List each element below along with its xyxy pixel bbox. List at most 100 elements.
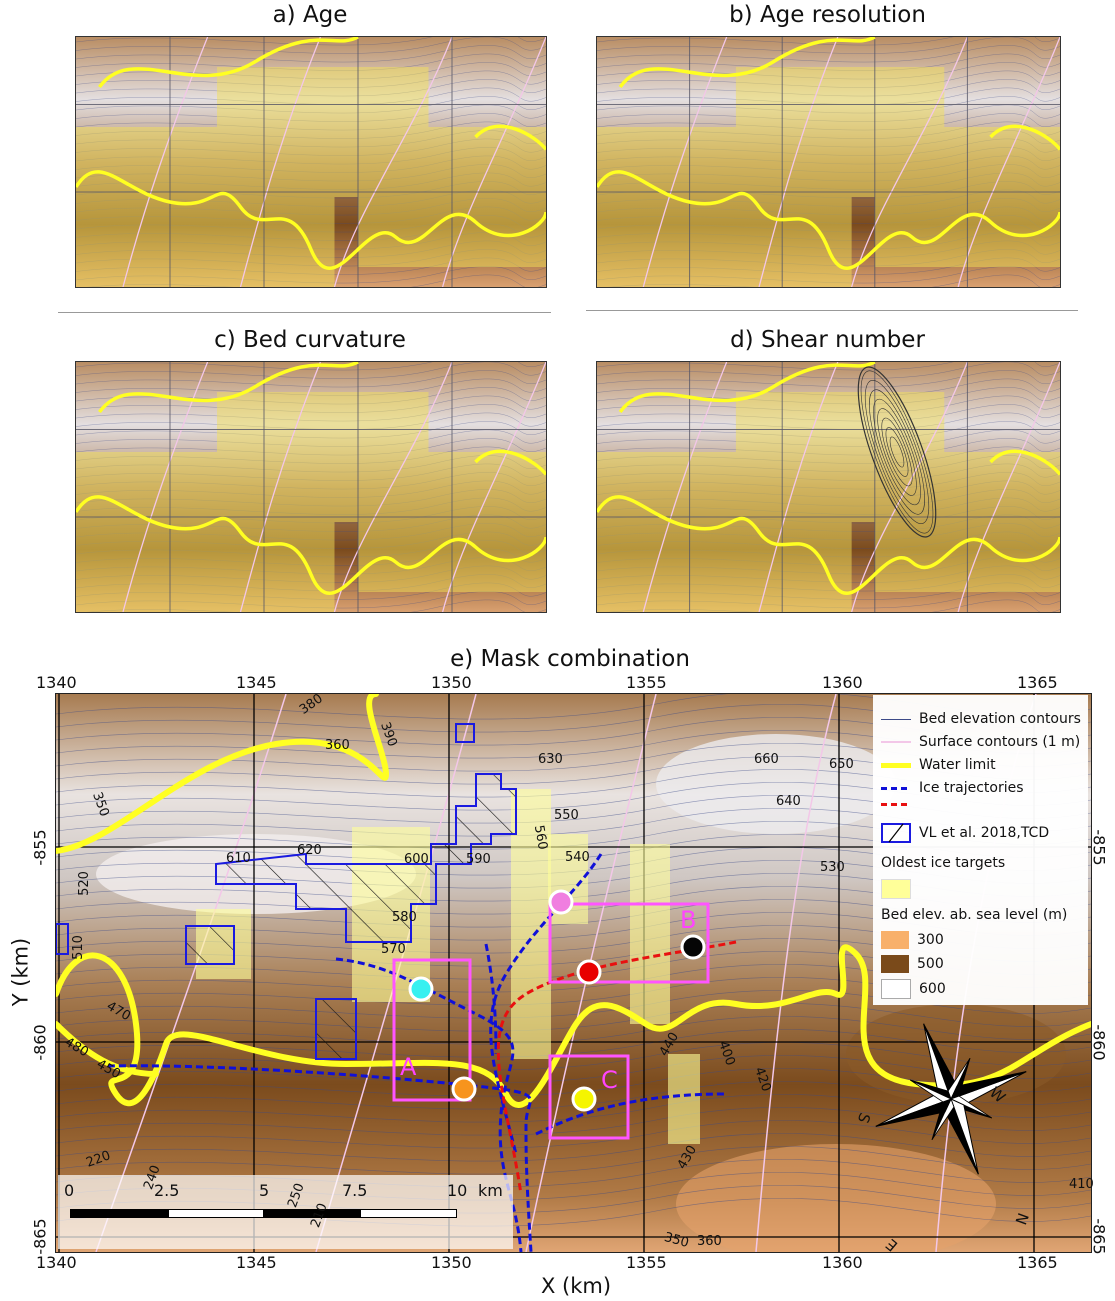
contour-label: 580	[392, 910, 417, 925]
mask-block	[597, 127, 1060, 197]
site-marker-cyan	[408, 976, 434, 1002]
compass-rose-icon	[875, 1023, 1027, 1175]
x-tick-bottom-1350: 1350	[431, 1253, 472, 1272]
mask-block	[76, 452, 546, 522]
mask-block	[735, 67, 945, 127]
surface-contour	[333, 362, 453, 612]
x-tick-top-1350: 1350	[431, 673, 472, 692]
scale-label-10: 10	[447, 1181, 468, 1200]
x-tick-top-1345: 1345	[236, 673, 277, 692]
panel-b-title: b) Age resolution	[729, 2, 926, 28]
bed-contour	[76, 37, 546, 54]
bed-contour	[597, 362, 1060, 379]
separator-right	[586, 310, 1078, 311]
contour-label: 530	[820, 860, 845, 875]
contour-label: 650	[829, 757, 854, 772]
target-box-label-a: A	[400, 1053, 417, 1081]
surface-contour	[333, 37, 453, 287]
panel-d-title: d) Shear number	[730, 327, 925, 353]
surface-contour	[441, 37, 546, 287]
legend-bed-elev-title: Bed elev. ab. sea level (m)	[881, 907, 1068, 923]
scale-label-7-5: 7.5	[342, 1181, 368, 1200]
y-tick-right-865: -865	[1089, 1218, 1109, 1255]
bed-low-area	[676, 1144, 996, 1252]
y-tick-right-860: -860	[1089, 1024, 1109, 1061]
mask-block	[217, 392, 429, 452]
x-tick-top-1365: 1365	[1017, 673, 1058, 692]
contour-label: 360	[697, 1234, 722, 1249]
compass-point	[931, 1097, 955, 1141]
compass-point	[949, 1095, 993, 1119]
oldest-ice-target	[630, 844, 670, 1024]
compass-point	[909, 1079, 953, 1103]
compass-point	[875, 1098, 952, 1127]
legend-oldest-ice-swatch	[881, 879, 919, 899]
water-limit-line	[597, 37, 1060, 270]
map-legend: Bed elevation contours Surface contours …	[873, 695, 1088, 1005]
contour-label: 640	[776, 794, 801, 809]
surface-contour	[758, 37, 839, 287]
separator-left	[58, 312, 551, 313]
bed-contour	[597, 37, 1060, 46]
water-limit-line	[76, 362, 546, 595]
target-box-label-c: C	[601, 1066, 618, 1094]
scale-segment-4	[360, 1209, 457, 1218]
bed-contour	[76, 53, 546, 71]
bed-contour	[76, 378, 546, 396]
contour-label: 510	[70, 935, 86, 960]
site-marker-orange	[451, 1076, 477, 1102]
contour-label: 610	[226, 851, 251, 866]
mask-block	[217, 67, 429, 127]
panel-c-map	[75, 361, 547, 613]
x-tick-bottom-1355: 1355	[626, 1253, 667, 1272]
bed-contour	[76, 362, 546, 379]
vl-tcd-area	[215, 773, 517, 943]
shear-ellipse	[881, 417, 913, 487]
shear-ellipse	[873, 398, 921, 506]
site-marker-black	[680, 934, 706, 960]
ice-trajectory	[484, 943, 498, 1055]
ice-trajectory	[535, 1092, 727, 1136]
scale-segment-2	[168, 1209, 264, 1218]
scale-label-0: 0	[64, 1181, 75, 1200]
legend-vl-tcd: VL et al. 2018,TCD	[881, 823, 1049, 843]
water-limit-line	[76, 37, 546, 270]
mask-block	[76, 522, 335, 612]
bed-contour	[76, 370, 546, 388]
bed-contour	[76, 362, 546, 371]
panel-a-map	[75, 36, 547, 288]
surface-contour	[851, 362, 969, 612]
surface-contour	[239, 362, 322, 612]
contour-label: 540	[565, 850, 590, 865]
water-limit-line	[56, 694, 1091, 1108]
shear-ellipse	[885, 427, 909, 477]
mask-block	[735, 392, 945, 452]
y-tick-right-855: -855	[1089, 829, 1109, 866]
compass-point	[950, 1071, 1027, 1100]
panel-c-title: c) Bed curvature	[214, 327, 406, 353]
contour-label: 410	[1069, 1177, 1094, 1192]
legend-surface-contours: Surface contours (1 m)	[881, 734, 1080, 750]
legend-water-limit: Water limit	[881, 757, 996, 773]
bed-contour	[597, 45, 1060, 63]
bed-contour	[597, 370, 1060, 388]
shear-ellipse	[864, 379, 930, 525]
ice-trajectory	[489, 853, 603, 1155]
target-box-b	[548, 902, 710, 984]
scale-label-2-5: 2.5	[154, 1181, 180, 1200]
target-box-a	[392, 958, 472, 1102]
mask-block	[597, 197, 852, 287]
target-box-label-b: B	[680, 906, 697, 934]
oldest-ice-target	[668, 1054, 700, 1144]
legend-elev-600: 600	[881, 979, 946, 999]
scale-label-5: 5	[259, 1181, 270, 1200]
mask-block	[76, 197, 335, 287]
panel-e-map	[55, 693, 1092, 1253]
ice-trajectory	[107, 1064, 533, 1252]
ice-trajectory-alt	[496, 940, 737, 1195]
surface-contour	[957, 362, 1060, 612]
vl-tcd-area	[185, 925, 235, 965]
site-marker-yellow	[571, 1086, 597, 1112]
contour-label: 570	[381, 942, 406, 957]
surface-contour	[525, 694, 657, 1252]
